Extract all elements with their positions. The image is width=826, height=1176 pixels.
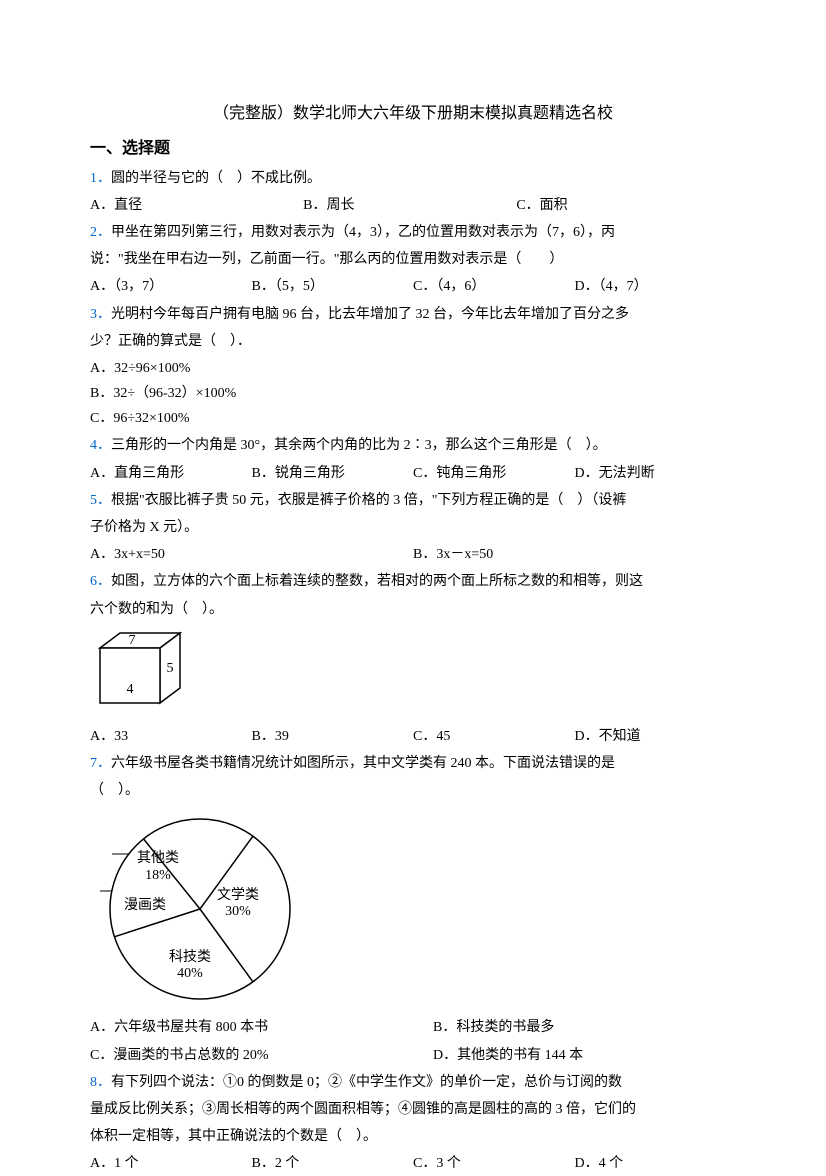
question-8: 8．有下列四个说法：①0 的倒数是 0；②《中学生作文》的单价一定，总价与订阅的… <box>90 1070 736 1176</box>
cube-front: 4 <box>127 682 134 697</box>
option-b: B．（5，5） <box>252 274 414 299</box>
option-c: C．（4，6） <box>413 274 575 299</box>
qtext: 有下列四个说法：①0 的倒数是 0；②《中学生作文》的单价一定，总价与订阅的数 <box>111 1075 622 1090</box>
options: A．1 个 B．2 个 C．3 个 D．4 个 <box>90 1151 736 1176</box>
option-b: B．锐角三角形 <box>252 461 414 486</box>
question-7: 7．六年级书屋各类书籍情况统计如图所示，其中文学类有 240 本。下面说法错误的… <box>90 751 736 1068</box>
qtext: 圆的半径与它的（ ）不成比例。 <box>111 171 321 186</box>
option-c: C．漫画类的书占总数的 20% <box>90 1043 393 1068</box>
qnum: 7． <box>90 756 111 771</box>
cube-figure: 7 5 4 <box>90 628 210 718</box>
qtext: 三角形的一个内角是 30°，其余两个内角的比为 2∶3，那么这个三角形是（ ）。 <box>111 438 607 453</box>
option-b: B．32÷（96-32）×100% <box>90 381 736 406</box>
page-title: （完整版）数学北师大六年级下册期末模拟真题精选名校 <box>90 100 736 129</box>
qnum: 4． <box>90 438 111 453</box>
cube-top: 7 <box>129 633 136 648</box>
option-b: B．39 <box>252 724 414 749</box>
question-2: 2．甲坐在第四列第三行，用数对表示为（4，3），乙的位置用数对表示为（7，6），… <box>90 220 736 300</box>
option-a: A．直角三角形 <box>90 461 252 486</box>
qtext: 子价格为 X 元）。 <box>90 515 736 540</box>
option-b: B．科技类的书最多 <box>433 1015 736 1040</box>
qtext: 少？正确的算式是（ ）． <box>90 329 736 354</box>
options: A．直径 B．周长 C．面积 <box>90 193 736 218</box>
slice-label: 漫画类 <box>124 897 166 913</box>
cube-right: 5 <box>167 661 174 676</box>
qtext: 六个数的和为（ ）。 <box>90 597 736 622</box>
slice-pct: 18% <box>145 868 171 883</box>
qtext: 如图，立方体的六个面上标着连续的整数，若相对的两个面上所标之数的和相等，则这 <box>111 574 643 589</box>
option-c: C．钝角三角形 <box>413 461 575 486</box>
qtext: 光明村今年每百户拥有电脑 96 台，比去年增加了 32 台，今年比去年增加了百分… <box>111 307 629 322</box>
option-a: A．3x+x=50 <box>90 542 413 567</box>
option-d: D．（4，7） <box>575 274 737 299</box>
options: A．六年级书屋共有 800 本书 B．科技类的书最多 C．漫画类的书占总数的 2… <box>90 1015 736 1067</box>
qnum: 1． <box>90 171 111 186</box>
option-a: A．33 <box>90 724 252 749</box>
option-c: C．面积 <box>516 193 729 218</box>
qtext: 甲坐在第四列第三行，用数对表示为（4，3），乙的位置用数对表示为（7，6），丙 <box>111 225 615 240</box>
slice-pct: 30% <box>225 904 251 919</box>
option-b: B．周长 <box>303 193 516 218</box>
option-d: D．不知道 <box>575 724 737 749</box>
option-b: B．2 个 <box>252 1151 414 1176</box>
qnum: 3． <box>90 307 111 322</box>
option-a: A．直径 <box>90 193 303 218</box>
qtext: 量成反比例关系；③周长相等的两个圆面积相等；④圆锥的高是圆柱的高的 3 倍，它们… <box>90 1097 736 1122</box>
qnum: 5． <box>90 493 111 508</box>
options: A．直角三角形 B．锐角三角形 C．钝角三角形 D．无法判断 <box>90 461 736 486</box>
option-c: C．45 <box>413 724 575 749</box>
question-1: 1．圆的半径与它的（ ）不成比例。 A．直径 B．周长 C．面积 <box>90 166 736 218</box>
option-d: D．4 个 <box>575 1151 737 1176</box>
qtext: 根据"衣服比裤子贵 50 元，衣服是裤子价格的 3 倍，"下列方程正确的是（ ）… <box>111 493 626 508</box>
option-c: C．3 个 <box>413 1151 575 1176</box>
option-b: B．3x－x=50 <box>413 542 736 567</box>
qnum: 6． <box>90 574 111 589</box>
qnum: 2． <box>90 225 111 240</box>
qtext: 说："我坐在甲右边一列，乙前面一行。"那么丙的位置用数对表示是（ ） <box>90 247 736 272</box>
slice-label: 文学类 <box>217 887 259 903</box>
options: A．3x+x=50 B．3x－x=50 <box>90 542 736 567</box>
question-6: 6．如图，立方体的六个面上标着连续的整数，若相对的两个面上所标之数的和相等，则这… <box>90 569 736 749</box>
slice-pct: 40% <box>177 966 203 981</box>
question-5: 5．根据"衣服比裤子贵 50 元，衣服是裤子价格的 3 倍，"下列方程正确的是（… <box>90 488 736 568</box>
option-a: A．32÷96×100% <box>90 356 736 381</box>
slice-label: 科技类 <box>169 949 211 965</box>
question-4: 4．三角形的一个内角是 30°，其余两个内角的比为 2∶3，那么这个三角形是（ … <box>90 433 736 485</box>
option-d: D．其他类的书有 144 本 <box>433 1043 736 1068</box>
qtext: 六年级书屋各类书籍情况统计如图所示，其中文学类有 240 本。下面说法错误的是 <box>111 756 615 771</box>
qtext: 体积一定相等，其中正确说法的个数是（ ）。 <box>90 1124 736 1149</box>
options: A．32÷96×100% B．32÷（96-32）×100% C．96÷32×1… <box>90 356 736 432</box>
section-header: 一、选择题 <box>90 135 736 164</box>
option-a: A．1 个 <box>90 1151 252 1176</box>
qtext: （ ）。 <box>90 778 736 803</box>
options: A．（3，7） B．（5，5） C．（4，6） D．（4，7） <box>90 274 736 299</box>
options: A．33 B．39 C．45 D．不知道 <box>90 724 736 749</box>
question-3: 3．光明村今年每百户拥有电脑 96 台，比去年增加了 32 台，今年比去年增加了… <box>90 302 736 432</box>
pie-chart: 文学类 30% 科技类 40% 漫画类 其他类 18% <box>90 809 300 1009</box>
option-a: A．六年级书屋共有 800 本书 <box>90 1015 393 1040</box>
qnum: 8． <box>90 1075 111 1090</box>
option-d: D．无法判断 <box>575 461 737 486</box>
option-c: C．96÷32×100% <box>90 406 736 431</box>
slice-label: 其他类 <box>137 850 179 866</box>
option-a: A．（3，7） <box>90 274 252 299</box>
